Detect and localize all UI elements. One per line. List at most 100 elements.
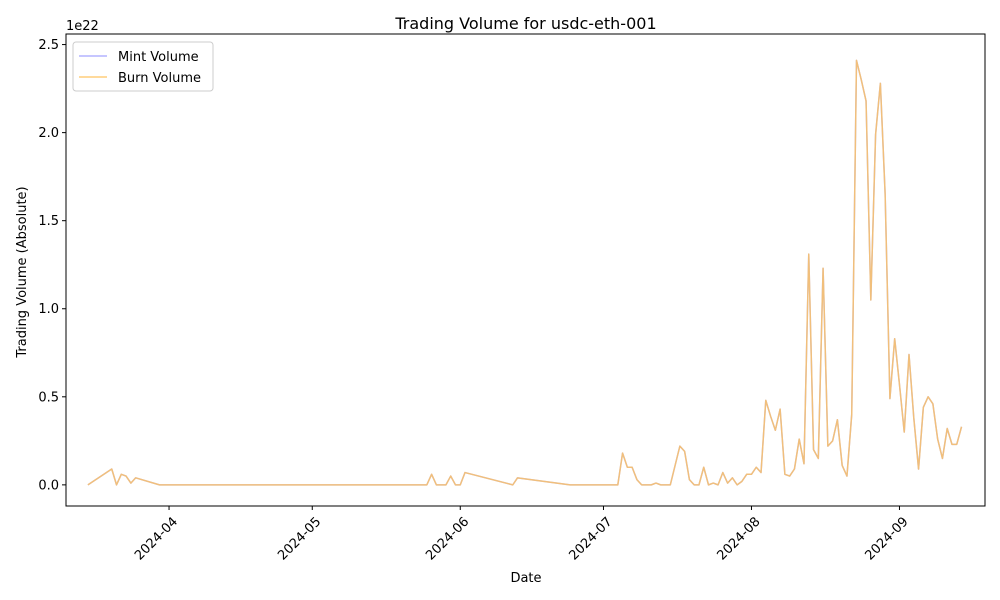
data-point [450,475,451,476]
y-axis-ticks: 0.0 0.5 1.0 1.5 2.0 2.5 [38,38,66,493]
series-layer [87,59,963,486]
y-tick-label: 0.5 [38,390,59,405]
data-point [923,407,924,408]
data-point [899,384,900,385]
data-point [751,474,752,475]
data-point [708,484,709,485]
data-point [445,484,446,485]
data-point [794,468,795,469]
data-point [116,484,117,485]
data-point [885,194,886,195]
series-line [87,59,963,486]
data-point [818,458,819,459]
data-point [846,475,847,476]
data-point [732,477,733,478]
data-point [111,468,112,469]
data-point [741,481,742,482]
data-point [780,409,781,410]
data-point [775,430,776,431]
legend-box [72,41,214,92]
data-point [460,484,461,485]
data-point [837,419,838,420]
data-point [918,468,919,469]
data-point [698,484,699,485]
y-tick-label: 0.0 [38,478,59,493]
data-point [956,444,957,445]
data-point [694,484,695,485]
data-point [722,472,723,473]
data-point [861,79,862,80]
data-point [808,254,809,255]
data-point [627,467,628,468]
data-point [875,134,876,135]
data-point [870,299,871,300]
data-point [689,479,690,480]
data-point [789,475,790,476]
data-point [832,440,833,441]
data-point [784,474,785,475]
y-axis-label: Trading Volume (Absolute) [15,186,30,358]
data-point [684,451,685,452]
x-axis-label: Date [510,571,541,586]
data-point [947,428,948,429]
data-point [622,453,623,454]
data-point [770,416,771,417]
data-point [937,438,938,439]
y-tick-label: 2.5 [38,38,59,53]
data-point [928,396,929,397]
data-point [617,484,618,485]
data-point [636,479,637,480]
data-point [455,484,456,485]
data-point [713,483,714,484]
legend-label-mint: Mint Volume [118,50,199,65]
data-point [865,100,866,101]
data-point [760,472,761,473]
data-point [632,467,633,468]
data-point [436,484,437,485]
data-point [961,426,962,427]
data-point [135,477,136,478]
data-point [717,484,718,485]
data-point [569,484,570,485]
data-point [651,484,652,485]
y-tick-label: 1.0 [38,302,59,317]
data-point [512,484,513,485]
data-point [765,400,766,401]
data-point [703,467,704,468]
data-point [464,472,465,473]
data-point [670,484,671,485]
data-point [746,474,747,475]
data-point [756,467,757,468]
data-point [655,483,656,484]
y-tick-label: 1.5 [38,214,59,229]
series-burn-volume [87,59,963,486]
data-point [842,465,843,466]
data-point [880,83,881,84]
data-point [908,354,909,355]
data-point [851,414,852,415]
data-point [904,431,905,432]
legend-label-burn: Burn Volume [118,71,201,86]
data-point [894,338,895,339]
legend: Mint Volume Burn Volume [72,41,214,92]
chart-title: Trading Volume for usdc-eth-001 [394,14,656,33]
data-point [813,449,814,450]
data-point [87,484,88,485]
data-point [889,398,890,399]
data-point [827,446,828,447]
data-point [426,484,427,485]
data-point [159,484,160,485]
data-point [517,477,518,478]
data-point [679,446,680,447]
data-point [932,403,933,404]
plot-area [65,33,986,507]
data-point [803,463,804,464]
data-point [130,483,131,484]
data-point [125,475,126,476]
data-point [121,474,122,475]
data-point [727,483,728,484]
data-point [660,484,661,485]
y-offset-label: 1e22 [66,19,99,34]
